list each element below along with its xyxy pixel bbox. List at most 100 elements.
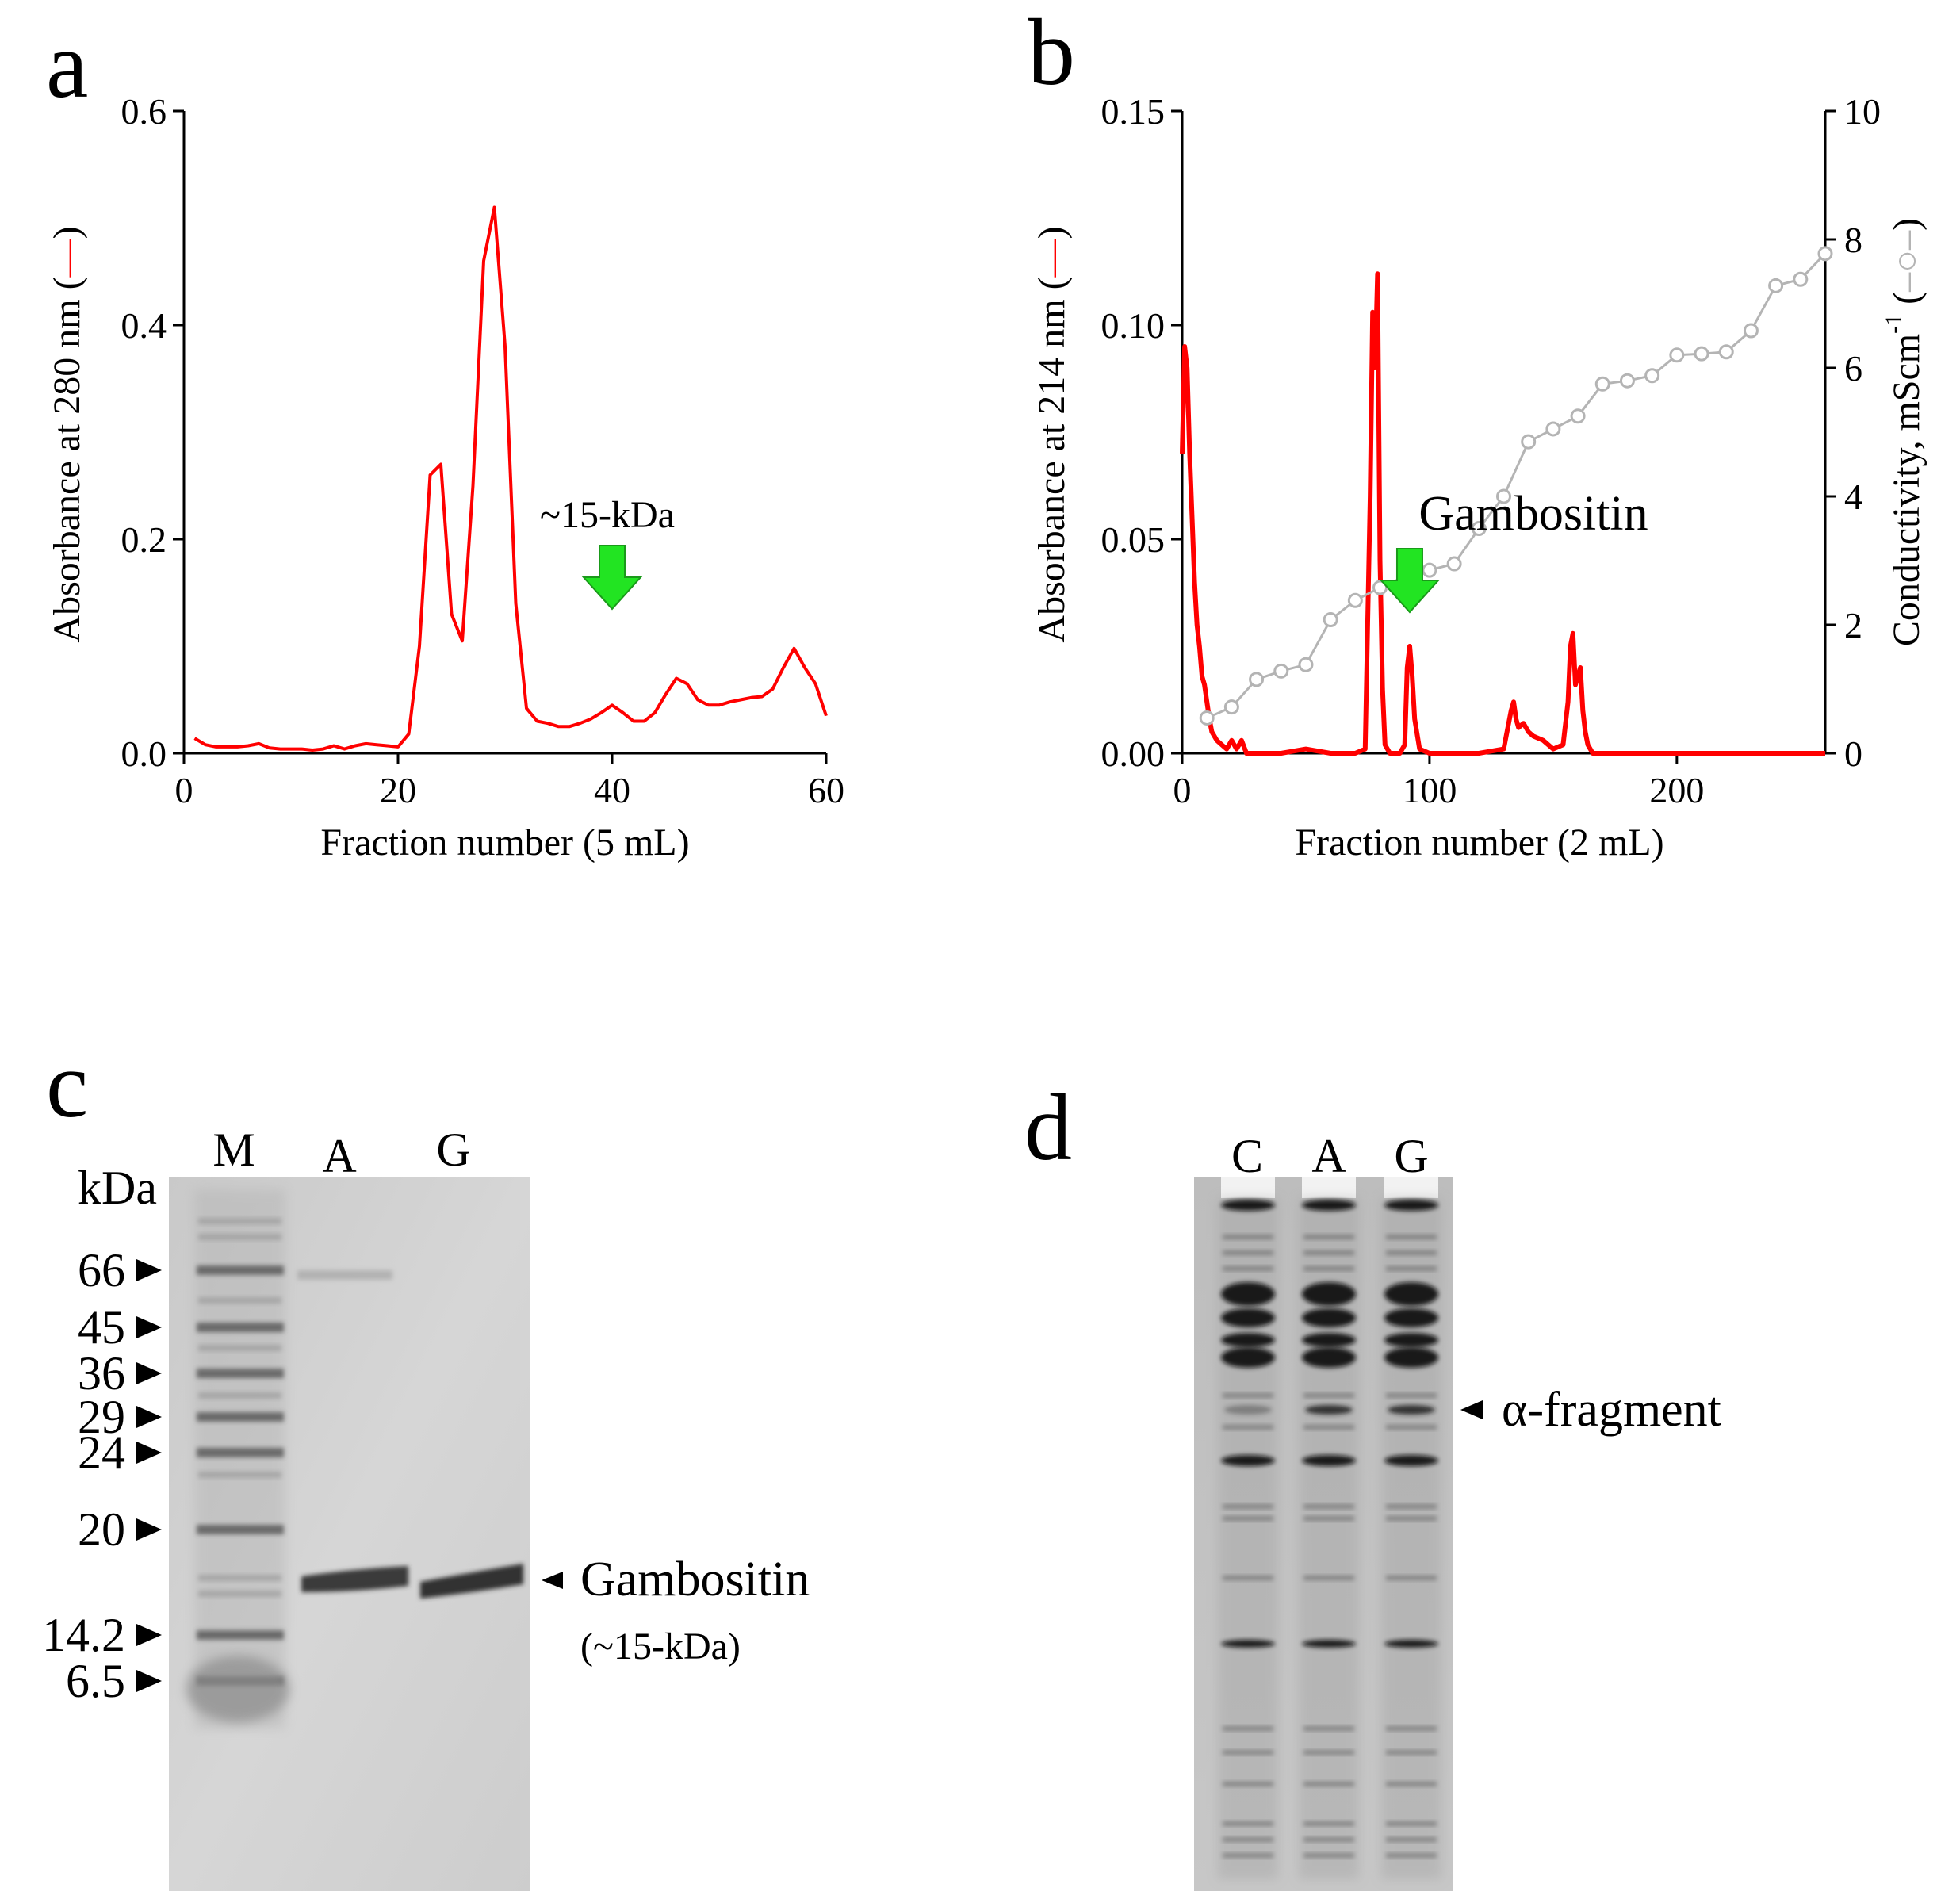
gel-d-band <box>1223 1393 1273 1398</box>
marker-band <box>198 1345 281 1351</box>
y-tick-label: 0.15 <box>1101 91 1166 132</box>
y2-tick-label: 2 <box>1844 605 1862 645</box>
marker-band <box>198 1297 281 1304</box>
gel-d-band <box>1221 1282 1275 1306</box>
band-pointer-icon <box>542 1572 563 1589</box>
panel-label-a: a <box>46 12 88 117</box>
marker-band <box>198 1472 281 1478</box>
marker-band <box>197 1265 284 1275</box>
gel-d-band <box>1224 1405 1272 1415</box>
marker-pointer-icon <box>136 1670 162 1692</box>
chart-b-y-label: Absorbance at 214 nm (—) <box>1031 226 1073 642</box>
gel-d-band <box>1221 1640 1275 1648</box>
gel-d-lane-g: G <box>1394 1130 1428 1182</box>
gel-d-band <box>1303 1250 1354 1255</box>
marker-pointer-icon <box>136 1259 162 1281</box>
down-arrow-icon <box>581 545 643 611</box>
x-tick-label: 100 <box>1402 770 1457 810</box>
gel-d-band <box>1221 1200 1275 1211</box>
gel-d-band <box>1386 1576 1437 1580</box>
gel-d-band <box>1302 1640 1356 1648</box>
gel-d-band <box>1223 1266 1273 1271</box>
marker-label: 14.2 <box>42 1609 125 1661</box>
gel-d-band <box>1223 1750 1273 1755</box>
gel-d-band <box>1386 1235 1437 1239</box>
gel-d-band <box>1221 1333 1275 1347</box>
gel-d-band <box>1223 1821 1273 1826</box>
gel-d-band <box>1384 1333 1438 1347</box>
gel-d-band <box>1303 1821 1354 1826</box>
marker-label: 24 <box>78 1426 125 1479</box>
gel-d-band <box>1303 1726 1354 1731</box>
gel-d-band <box>1386 1853 1437 1858</box>
marker-label: 45 <box>78 1301 125 1354</box>
marker-band <box>197 1630 284 1640</box>
marker-band <box>198 1392 281 1399</box>
gel-d-band <box>1302 1333 1356 1347</box>
gel-d-band <box>1221 1455 1275 1466</box>
marker-label: 20 <box>78 1503 125 1556</box>
marker-band <box>197 1412 284 1422</box>
conductivity-point <box>1619 373 1635 389</box>
chart-a-annotation: ~15-kDa <box>540 494 675 536</box>
gel-d-band <box>1305 1405 1353 1415</box>
gel-c-band-sublabel: (~15-kDa) <box>580 1625 741 1668</box>
gel-d-band <box>1302 1455 1356 1466</box>
marker-pointer-icon <box>136 1362 162 1384</box>
conductivity-point <box>1471 521 1487 536</box>
gel-d-band <box>1223 1837 1273 1842</box>
gel-d-band <box>1223 1782 1273 1786</box>
gel-d-lane-a: A <box>1311 1130 1346 1182</box>
gel-d-band <box>1223 1853 1273 1858</box>
gel-c-lane-g: G <box>436 1124 470 1176</box>
marker-label: 36 <box>78 1347 125 1399</box>
gel-d-band <box>1223 1425 1273 1430</box>
gel-d-band <box>1302 1347 1356 1368</box>
gel-d-band <box>1302 1200 1356 1211</box>
gel-d-band <box>1303 1504 1354 1509</box>
gel-d-band <box>1303 1516 1354 1521</box>
marker-band <box>197 1369 284 1378</box>
gel-d-band <box>1302 1282 1356 1306</box>
down-arrow-icon <box>1379 548 1441 614</box>
gel-d-band <box>1302 1308 1356 1327</box>
marker-pointer-icon <box>136 1406 162 1428</box>
marker-ladder <box>197 1218 284 1686</box>
y2-tick-label: 0 <box>1844 733 1862 774</box>
band-pointer-icon <box>1460 1400 1483 1419</box>
conductivity-point <box>1743 323 1759 339</box>
y-tick-label: 0.0 <box>121 733 167 774</box>
conductivity-point <box>1347 592 1363 608</box>
chart-b: 0 100 200 0.00 0.05 0.10 0.15 0 2 4 6 8 10 Fractio… <box>1031 91 1927 863</box>
gel-d-band <box>1386 1837 1437 1842</box>
x-tick-label: 0 <box>1173 770 1192 810</box>
gel-d-band <box>1386 1782 1437 1786</box>
panel-label-b: b <box>1028 0 1075 105</box>
conductivity-point <box>1223 699 1239 715</box>
conductivity-point <box>1496 488 1511 504</box>
y-tick-label: 0.2 <box>121 519 167 560</box>
gel-d-band <box>1303 1266 1354 1271</box>
marker-band <box>198 1218 281 1224</box>
gel-d-band <box>1223 1235 1273 1239</box>
y-tick-label: 0.10 <box>1101 305 1166 346</box>
gel-c-lane-a: A <box>322 1130 356 1182</box>
marker-band <box>198 1575 281 1581</box>
conductivity-line <box>1206 252 1827 719</box>
marker-label: 29 <box>78 1391 125 1443</box>
gel-d-band <box>1388 1405 1435 1415</box>
marker-label: 6.5 <box>66 1655 125 1707</box>
gel-c-kda-label: kDa <box>78 1162 157 1214</box>
gel-d-band <box>1303 1837 1354 1842</box>
marker-band <box>198 1591 281 1597</box>
conductivity-point <box>1594 376 1610 392</box>
y-tick-label: 0.6 <box>121 91 167 132</box>
gel-d-band <box>1386 1425 1437 1430</box>
conductivity-point <box>1768 278 1784 293</box>
conductivity-point <box>1323 612 1338 628</box>
gel-d-band <box>1386 1266 1437 1271</box>
gel-d-band <box>1303 1782 1354 1786</box>
marker-band <box>198 1234 281 1240</box>
